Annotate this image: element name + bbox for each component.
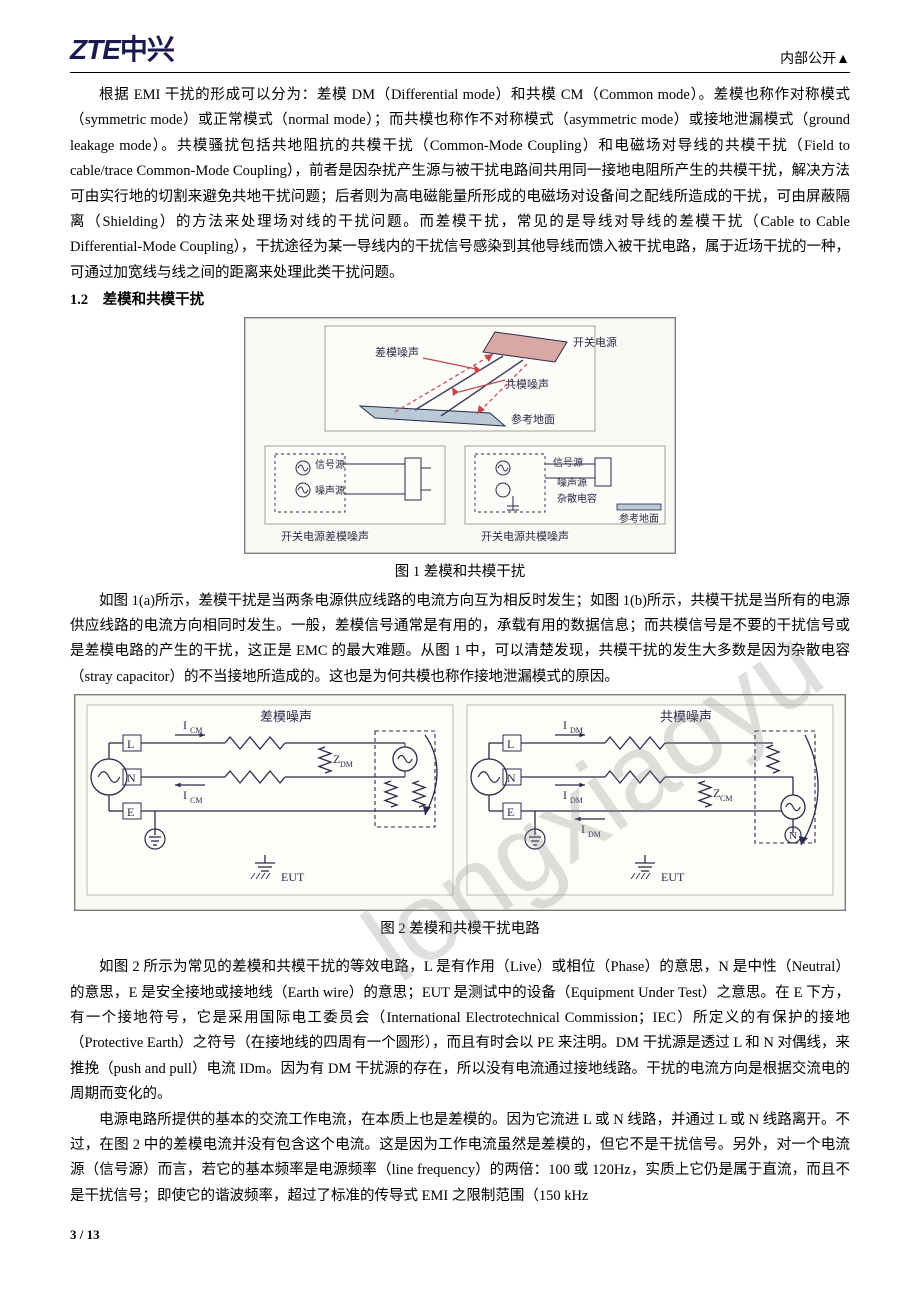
paragraph-2: 如图 1(a)所示，差模干扰是当两条电源供应线路的电流方向互为相反时发生；如图 … xyxy=(70,589,850,691)
logo: ZTE中兴 xyxy=(70,28,174,68)
svg-text:L: L xyxy=(127,737,134,751)
svg-text:CM: CM xyxy=(720,794,732,803)
figure-2-caption: 图 2 差模和共模干扰电路 xyxy=(70,918,850,941)
figure-2-frame: 差模噪声LNEICMICMZDMEUT共模噪声LNEIDMIDMIDMZCMNE… xyxy=(74,694,846,911)
svg-text:开关电源差模噪声: 开关电源差模噪声 xyxy=(281,529,369,543)
svg-text:差模噪声: 差模噪声 xyxy=(260,709,312,724)
svg-text:参考地面: 参考地面 xyxy=(511,412,555,426)
svg-text:EUT: EUT xyxy=(661,870,685,884)
svg-text:DM: DM xyxy=(570,726,583,735)
figure-1-svg: 开关电源参考地面差模噪声共模噪声信号源噪声源开关电源差模噪声信号源噪声源杂散电容… xyxy=(245,318,675,553)
figure-2-svg: 差模噪声LNEICMICMZDMEUT共模噪声LNEIDMIDMIDMZCMNE… xyxy=(75,695,845,910)
paragraph-1: 根据 EMI 干扰的形成可以分为：差模 DM（Differential mode… xyxy=(70,83,850,286)
page-header: ZTE中兴 内部公开▲ xyxy=(70,28,850,73)
page-footer: 3 / 13 xyxy=(70,1227,850,1243)
svg-text:E: E xyxy=(507,805,514,819)
svg-text:E: E xyxy=(127,805,134,819)
svg-text:开关电源共模噪声: 开关电源共模噪声 xyxy=(481,529,569,543)
svg-text:L: L xyxy=(507,737,514,751)
classification-label: 内部公开▲ xyxy=(780,48,850,68)
logo-cn: 中兴 xyxy=(120,34,174,65)
paragraph-3: 如图 2 所示为常见的差模和共模干扰的等效电路，L 是有作用（Live）或相位（… xyxy=(70,955,850,1107)
svg-text:信号源: 信号源 xyxy=(553,456,583,469)
svg-text:I: I xyxy=(563,718,567,732)
svg-text:I: I xyxy=(183,788,187,802)
svg-text:DM: DM xyxy=(340,760,353,769)
page-total: 13 xyxy=(87,1227,100,1242)
logo-latin: ZTE xyxy=(70,34,120,65)
figure-1-frame: 开关电源参考地面差模噪声共模噪声信号源噪声源开关电源差模噪声信号源噪声源杂散电容… xyxy=(244,317,676,554)
svg-text:I: I xyxy=(563,788,567,802)
svg-text:EUT: EUT xyxy=(281,870,305,884)
svg-text:DM: DM xyxy=(588,830,601,839)
svg-text:N: N xyxy=(789,830,797,842)
svg-text:CM: CM xyxy=(190,726,202,735)
figure-1-caption: 图 1 差模和共模干扰 xyxy=(70,561,850,584)
svg-text:I: I xyxy=(581,822,585,836)
svg-text:CM: CM xyxy=(190,796,202,805)
svg-text:参考地面: 参考地面 xyxy=(619,512,659,525)
svg-text:噪声源: 噪声源 xyxy=(315,484,345,497)
section-heading-1-2: 1.2 差模和共模干扰 xyxy=(70,288,850,313)
figure-2: 差模噪声LNEICMICMZDMEUT共模噪声LNEIDMIDMIDMZCMNE… xyxy=(70,694,850,941)
svg-text:差模噪声: 差模噪声 xyxy=(375,345,419,359)
svg-text:共模噪声: 共模噪声 xyxy=(660,709,712,724)
svg-text:N: N xyxy=(507,771,516,785)
svg-text:开关电源: 开关电源 xyxy=(573,335,617,349)
page-number: 3 xyxy=(70,1227,77,1242)
svg-text:N: N xyxy=(127,771,136,785)
svg-text:信号源: 信号源 xyxy=(315,458,345,471)
paragraph-4: 电源电路所提供的基本的交流工作电流，在本质上也是差模的。因为它流进 L 或 N … xyxy=(70,1108,850,1210)
svg-text:DM: DM xyxy=(570,796,583,805)
svg-text:杂散电容: 杂散电容 xyxy=(557,492,597,505)
figure-1: 开关电源参考地面差模噪声共模噪声信号源噪声源开关电源差模噪声信号源噪声源杂散电容… xyxy=(70,317,850,584)
svg-text:I: I xyxy=(183,718,187,732)
